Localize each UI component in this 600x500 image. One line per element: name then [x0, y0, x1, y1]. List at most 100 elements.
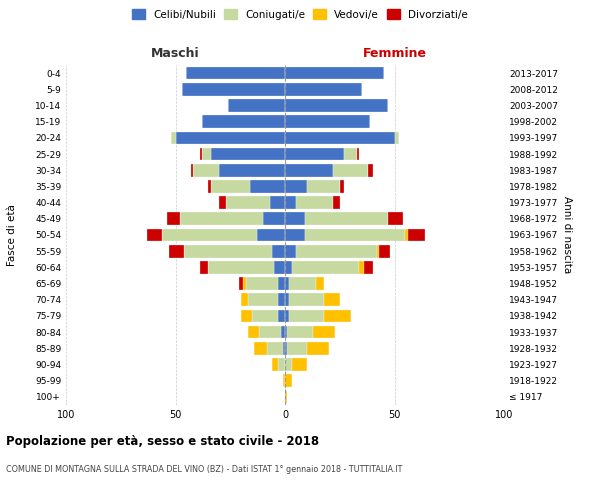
Bar — [208, 180, 211, 192]
Bar — [285, 83, 362, 96]
Bar — [285, 228, 305, 241]
Bar — [377, 245, 379, 258]
Bar — [285, 294, 289, 306]
Bar — [285, 180, 307, 192]
Bar — [278, 358, 285, 371]
Bar — [316, 278, 325, 290]
Bar — [283, 374, 285, 387]
Bar — [368, 164, 373, 176]
Bar — [257, 228, 285, 241]
Bar — [359, 261, 364, 274]
Bar — [176, 132, 285, 144]
Text: Anni di nascita: Anni di nascita — [562, 196, 572, 274]
Bar — [292, 358, 307, 371]
Bar — [245, 278, 278, 290]
Bar — [285, 67, 383, 80]
Bar — [220, 164, 285, 176]
Bar — [169, 245, 184, 258]
Bar — [344, 148, 357, 160]
Bar — [163, 228, 257, 241]
Bar — [228, 99, 285, 112]
Bar — [226, 196, 269, 209]
Bar — [184, 245, 272, 258]
Bar — [289, 310, 325, 322]
Bar — [241, 310, 252, 322]
Bar — [182, 83, 285, 96]
Bar — [357, 148, 359, 160]
Bar — [272, 245, 285, 258]
Bar — [200, 148, 202, 160]
Bar — [252, 310, 278, 322]
Bar — [285, 212, 305, 225]
Bar — [248, 326, 259, 338]
Bar — [325, 310, 351, 322]
Bar — [202, 148, 211, 160]
Bar — [285, 116, 370, 128]
Bar — [296, 245, 377, 258]
Bar — [325, 294, 340, 306]
Bar — [187, 67, 285, 80]
Bar — [278, 310, 285, 322]
Bar — [191, 164, 193, 176]
Text: COMUNE DI MONTAGNA SULLA STRADA DEL VINO (BZ) - Dati ISTAT 1° gennaio 2018 - TUT: COMUNE DI MONTAGNA SULLA STRADA DEL VINO… — [6, 465, 403, 474]
Text: Femmine: Femmine — [362, 47, 427, 60]
Bar — [307, 180, 340, 192]
Bar — [167, 212, 180, 225]
Bar — [287, 326, 313, 338]
Bar — [305, 228, 406, 241]
Bar — [278, 294, 285, 306]
Bar — [147, 228, 163, 241]
Bar — [305, 212, 388, 225]
Bar — [202, 116, 285, 128]
Bar — [180, 212, 263, 225]
Bar — [340, 180, 344, 192]
Bar — [171, 132, 176, 144]
Bar — [313, 326, 335, 338]
Bar — [289, 278, 316, 290]
Bar — [395, 132, 399, 144]
Bar — [285, 278, 289, 290]
Bar — [285, 374, 292, 387]
Bar — [285, 245, 296, 258]
Bar — [220, 196, 226, 209]
Bar — [268, 342, 283, 354]
Bar — [241, 294, 248, 306]
Text: Maschi: Maschi — [151, 47, 200, 60]
Bar — [333, 164, 368, 176]
Bar — [244, 278, 245, 290]
Bar — [388, 212, 403, 225]
Bar — [333, 196, 340, 209]
Bar — [406, 228, 407, 241]
Bar — [289, 294, 325, 306]
Bar — [259, 326, 281, 338]
Bar — [211, 148, 285, 160]
Bar — [208, 261, 274, 274]
Bar — [285, 148, 344, 160]
Bar — [285, 132, 395, 144]
Bar — [285, 358, 292, 371]
Bar — [379, 245, 390, 258]
Bar — [307, 342, 329, 354]
Bar — [239, 278, 244, 290]
Bar — [285, 164, 333, 176]
Bar — [292, 261, 359, 274]
Bar — [285, 390, 287, 403]
Bar — [283, 342, 285, 354]
Bar — [269, 196, 285, 209]
Bar — [254, 342, 268, 354]
Text: Popolazione per età, sesso e stato civile - 2018: Popolazione per età, sesso e stato civil… — [6, 435, 319, 448]
Bar — [285, 342, 287, 354]
Bar — [278, 278, 285, 290]
Bar — [263, 212, 285, 225]
Bar — [250, 180, 285, 192]
Bar — [193, 164, 220, 176]
Legend: Celibi/Nubili, Coniugati/e, Vedovi/e, Divorziati/e: Celibi/Nubili, Coniugati/e, Vedovi/e, Di… — [128, 5, 472, 24]
Bar — [274, 261, 285, 274]
Bar — [211, 180, 250, 192]
Bar — [287, 342, 307, 354]
Bar — [407, 228, 425, 241]
Bar — [285, 196, 296, 209]
Bar — [364, 261, 373, 274]
Bar — [272, 358, 278, 371]
Bar — [285, 99, 388, 112]
